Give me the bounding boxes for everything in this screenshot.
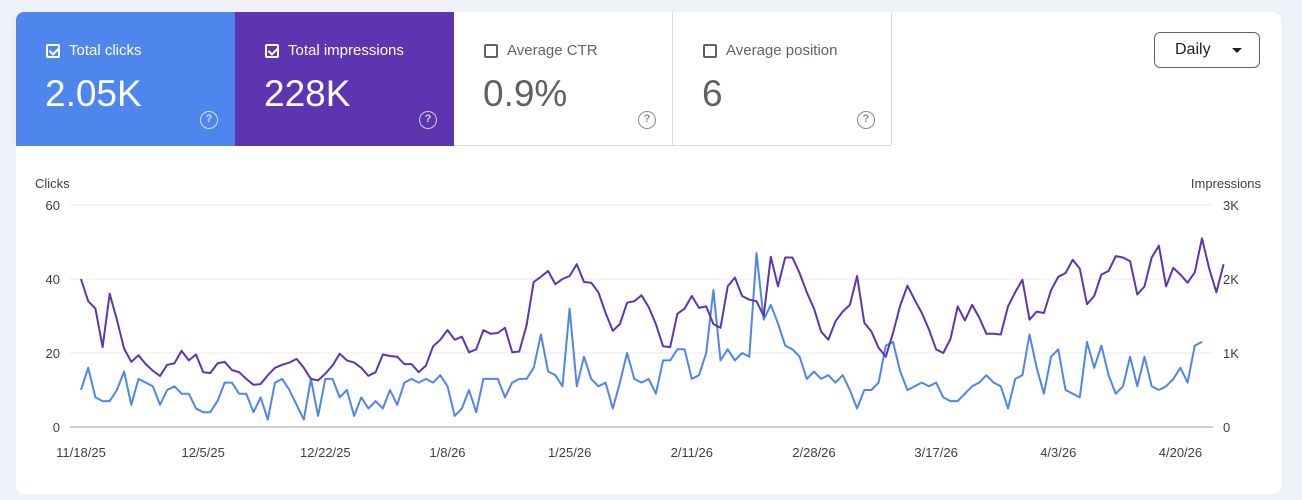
metric-label: Average CTR bbox=[507, 42, 598, 59]
dropdown-label: Daily bbox=[1175, 41, 1211, 58]
x-tick-label: 1/25/26 bbox=[548, 445, 591, 460]
y-right-tick-label: 1K bbox=[1223, 346, 1239, 361]
y-left-tick-label: 40 bbox=[46, 272, 60, 287]
y-right-axis-label: Impressions bbox=[1191, 176, 1262, 191]
metric-value: 2.05K bbox=[45, 73, 142, 114]
checkbox-checked-icon[interactable] bbox=[46, 43, 60, 58]
performance-chart: 60 3K 40 2K 20 1K 0 0 Clicks Impressions 11/18/25 1… bbox=[35, 176, 1262, 460]
metric-value: 0.9% bbox=[483, 73, 568, 114]
x-tick-label: 11/18/25 bbox=[56, 445, 106, 460]
x-tick-label: 2/11/26 bbox=[671, 445, 713, 460]
checkbox-unchecked-icon[interactable] bbox=[703, 43, 717, 58]
metric-label: Total impressions bbox=[288, 42, 404, 59]
y-right-tick-label: 3K bbox=[1223, 198, 1239, 213]
help-icon[interactable]: ? bbox=[419, 111, 437, 129]
caret-down-icon bbox=[1232, 48, 1242, 53]
performance-card: Total clicks 2.05K ? Total impressions 2… bbox=[16, 12, 1281, 494]
impressions-series-line bbox=[80, 237, 1225, 386]
help-icon[interactable]: ? bbox=[200, 111, 218, 129]
y-left-tick-label: 20 bbox=[46, 346, 60, 361]
metric-average-position[interactable]: Average position 6 ? bbox=[673, 12, 892, 146]
metric-value: 228K bbox=[264, 73, 351, 114]
x-tick-label: 12/22/25 bbox=[300, 445, 351, 460]
metric-total-clicks[interactable]: Total clicks 2.05K ? bbox=[16, 12, 235, 146]
x-tick-label: 4/3/26 bbox=[1040, 445, 1076, 460]
help-icon[interactable]: ? bbox=[857, 111, 875, 129]
x-tick-label: 3/17/26 bbox=[914, 445, 957, 460]
checkbox-unchecked-icon[interactable] bbox=[484, 43, 498, 58]
help-icon[interactable]: ? bbox=[638, 111, 656, 129]
y-right-tick-label: 2K bbox=[1223, 272, 1239, 287]
metric-value: 6 bbox=[702, 73, 723, 114]
metric-label: Total clicks bbox=[69, 42, 142, 59]
metric-tabs: Total clicks 2.05K ? Total impressions 2… bbox=[16, 12, 892, 146]
x-tick-label: 2/28/26 bbox=[792, 445, 835, 460]
x-tick-label: 1/8/26 bbox=[429, 445, 465, 460]
y-left-axis-label: Clicks bbox=[35, 176, 70, 191]
granularity-dropdown[interactable]: Daily bbox=[1154, 32, 1260, 68]
x-tick-label: 12/5/25 bbox=[181, 445, 224, 460]
y-left-tick-label: 0 bbox=[53, 420, 60, 435]
y-right-tick-label: 0 bbox=[1223, 420, 1230, 435]
metric-total-impressions[interactable]: Total impressions 228K ? bbox=[235, 12, 454, 146]
metric-average-ctr[interactable]: Average CTR 0.9% ? bbox=[454, 12, 673, 146]
x-tick-label: 4/20/26 bbox=[1159, 445, 1202, 460]
checkbox-checked-icon[interactable] bbox=[265, 43, 279, 58]
metric-label: Average position bbox=[726, 42, 838, 59]
clicks-series-line bbox=[80, 252, 1203, 421]
y-left-tick-label: 60 bbox=[46, 198, 60, 213]
